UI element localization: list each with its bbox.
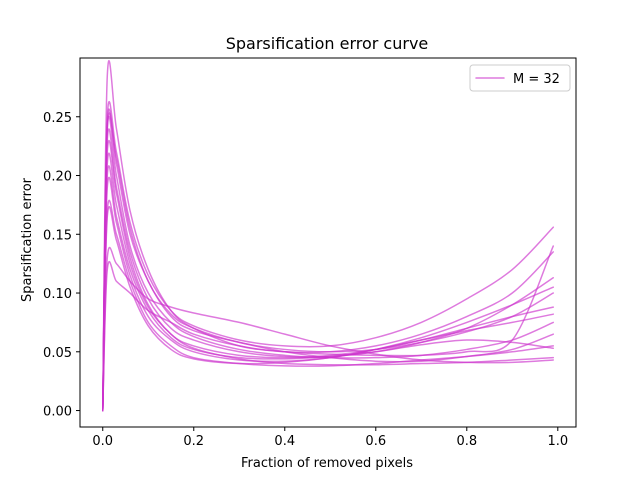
y-axis: 0.00 0.05 0.10 0.15 0.20 0.25 — [43, 111, 80, 420]
y-tick-label: 0.05 — [43, 346, 72, 361]
series-line-9 — [102, 199, 554, 412]
x-axis-label: Fraction of removed pixels — [241, 456, 413, 471]
series-line-4 — [102, 128, 554, 412]
series-line-13 — [102, 112, 554, 412]
chart-title: Sparsification error curve — [226, 34, 429, 53]
series-line-7 — [102, 165, 554, 412]
x-tick-label: 0.6 — [365, 434, 386, 449]
y-tick-label: 0.20 — [43, 170, 72, 185]
x-tick-label: 0.0 — [92, 434, 113, 449]
plot-area — [102, 60, 554, 412]
series-line-1 — [102, 100, 554, 412]
y-tick-label: 0.15 — [43, 228, 72, 243]
legend-box — [469, 64, 571, 92]
series-line-6 — [102, 152, 554, 412]
y-axis-label: Sparsification error — [20, 177, 35, 302]
y-tick-label: 0.00 — [43, 405, 72, 420]
x-tick-label: 0.2 — [183, 434, 204, 449]
legend: M = 32 — [469, 64, 571, 92]
series-line-11 — [102, 247, 554, 412]
series-line-3 — [102, 115, 554, 412]
series-line-8 — [102, 176, 554, 412]
x-tick-label: 1.0 — [547, 434, 568, 449]
legend-label: M = 32 — [513, 72, 560, 87]
x-tick-label: 0.4 — [274, 434, 295, 449]
y-tick-label: 0.25 — [43, 111, 72, 126]
plot-frame — [79, 57, 577, 428]
x-tick-label: 0.8 — [456, 434, 477, 449]
series-line-5 — [102, 140, 554, 412]
y-tick-label: 0.10 — [43, 287, 72, 302]
series-line-12 — [102, 251, 554, 412]
series-line-10 — [102, 206, 554, 412]
x-axis: 0.0 0.2 0.4 0.6 0.8 1.0 — [92, 427, 568, 449]
